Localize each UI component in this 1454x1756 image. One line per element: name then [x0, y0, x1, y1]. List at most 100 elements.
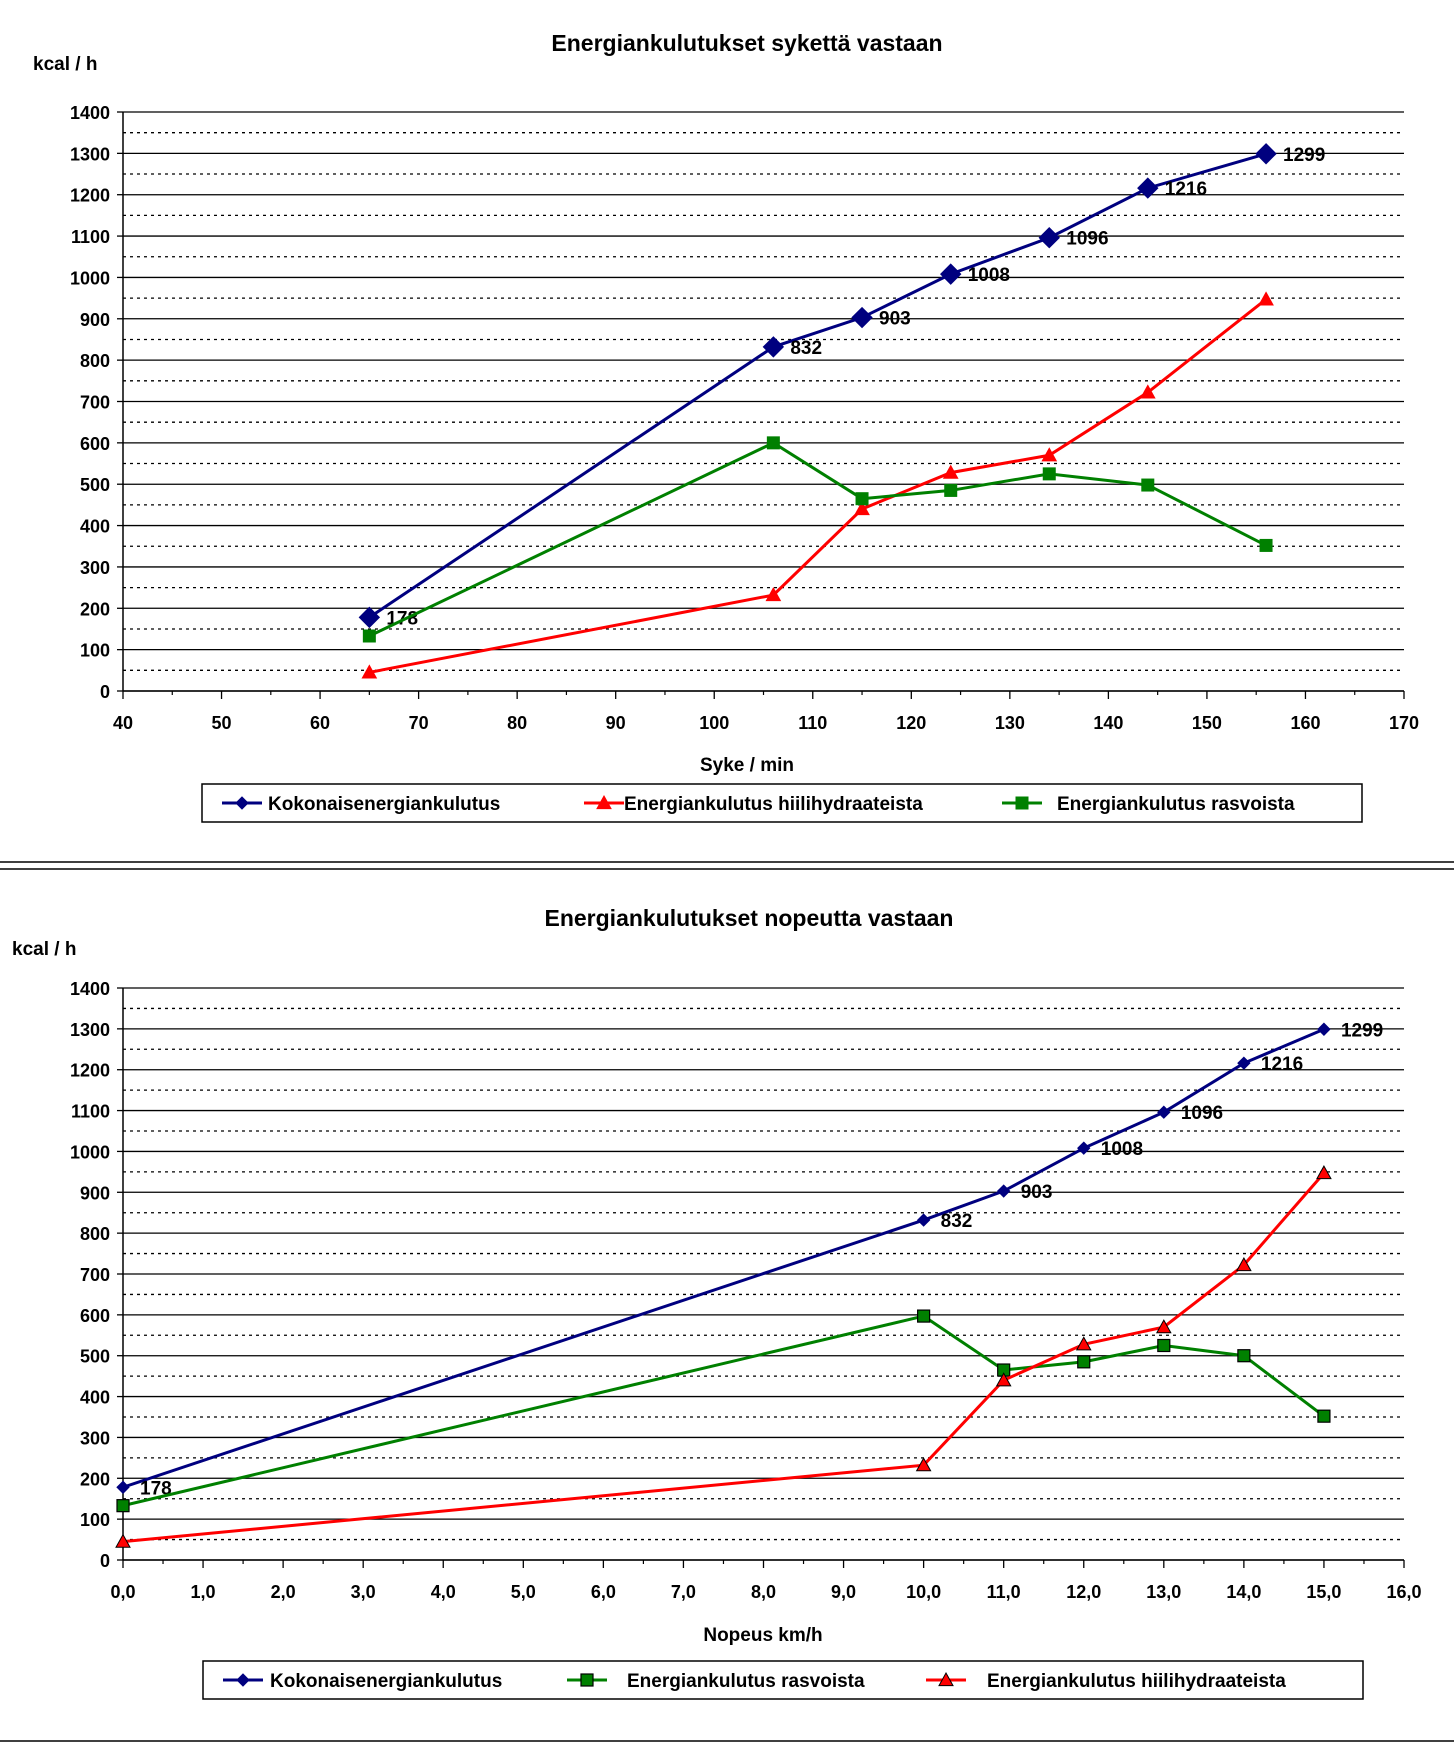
series-fat: [116, 1309, 1331, 1513]
data-label: 1299: [1283, 145, 1325, 166]
data-point: [1317, 1022, 1331, 1036]
data-point: [917, 1309, 931, 1323]
y-tick-label: 1400: [70, 979, 110, 999]
x-tick-label: 15,0: [1306, 1582, 1341, 1602]
chart-speed: Energiankulutukset nopeutta vastaan kcal…: [12, 905, 1422, 1700]
y-tick-label: 300: [80, 1428, 110, 1448]
x-tick-label: 40: [113, 713, 133, 733]
legend-label: Energiankulutus rasvoista: [1057, 794, 1295, 815]
x-tick-label: 7,0: [671, 1582, 696, 1602]
chart-heart-rate: Energiankulutukset sykettä vastaan kcal …: [33, 30, 1419, 823]
data-point: [362, 629, 376, 643]
data-point: [1157, 1105, 1171, 1119]
data-point: [854, 500, 870, 516]
y-tick-label: 1300: [70, 144, 110, 164]
data-point: [1077, 1355, 1091, 1369]
data-label: 1216: [1261, 1054, 1303, 1075]
y-tick-label: 1000: [70, 268, 110, 288]
data-label: 832: [790, 338, 822, 359]
y-tick-label: 600: [80, 1306, 110, 1326]
y-tick-label: 1300: [70, 1020, 110, 1040]
y-tick-label: 1100: [71, 227, 110, 247]
y-tick-label: 700: [80, 1265, 110, 1285]
data-point: [1077, 1141, 1091, 1155]
x-tick-label: 12,0: [1066, 1582, 1101, 1602]
x-tick-label: 6,0: [591, 1582, 616, 1602]
x-tick-label: 10,0: [906, 1582, 941, 1602]
legend-label: Energiankulutus rasvoista: [627, 1671, 865, 1692]
x-tick-label: 140: [1093, 713, 1123, 733]
data-label: 903: [1021, 1182, 1053, 1203]
series-fat: [362, 436, 1273, 643]
y-tick-label: 100: [80, 641, 110, 661]
section-separator: [0, 861, 1454, 1742]
legend-item: Energiankulutus hiilihydraateista: [926, 1671, 1286, 1692]
data-point: [762, 336, 785, 358]
y-tick-label: 500: [80, 1347, 110, 1367]
series-line: [122, 1027, 1325, 1489]
legend-marker: [580, 1673, 594, 1687]
y-tick-label: 200: [80, 599, 110, 619]
y-tick-label: 1100: [71, 1102, 110, 1122]
data-point: [996, 1184, 1011, 1198]
legend-marker: [235, 796, 249, 810]
data-point: [1141, 478, 1155, 492]
y-tick-label: 200: [80, 1469, 110, 1489]
x-tick-label: 150: [1192, 713, 1222, 733]
data-point: [1237, 1349, 1251, 1363]
series-line: [368, 152, 1267, 619]
data-point: [1038, 227, 1060, 249]
legend-label: Energiankulutus hiilihydraateista: [987, 1671, 1286, 1692]
data-point: [1236, 1256, 1252, 1272]
data-point: [940, 263, 962, 285]
data-point: [361, 664, 378, 679]
data-point: [1259, 538, 1273, 552]
x-axis-label: Syke / min: [700, 755, 794, 776]
series-line: [368, 441, 1267, 638]
x-tick-label: 90: [606, 713, 626, 733]
legend-item: Energiankulutus rasvoista: [1002, 794, 1295, 815]
x-tick-label: 4,0: [431, 1582, 456, 1602]
x-tick-label: 5,0: [511, 1582, 536, 1602]
y-tick-label: 0: [100, 1551, 110, 1571]
data-point: [358, 606, 381, 629]
x-tick-label: 70: [409, 713, 429, 733]
data-point: [1139, 384, 1156, 399]
series-carb: [115, 1165, 1332, 1548]
y-tick-label: 900: [80, 1183, 110, 1203]
data-point: [766, 436, 780, 450]
x-tick-label: 13,0: [1146, 1582, 1181, 1602]
data-label: 903: [879, 309, 911, 330]
x-tick-label: 130: [995, 713, 1025, 733]
x-tick-label: 0,0: [110, 1582, 135, 1602]
data-point: [1042, 467, 1056, 481]
y-tick-label: 400: [80, 1388, 110, 1408]
data-point: [116, 1499, 130, 1513]
legend-marker: [596, 794, 612, 810]
y-tick-label: 800: [80, 1224, 110, 1244]
data-point: [915, 1457, 932, 1472]
data-label: 1008: [1101, 1139, 1143, 1160]
x-tick-label: 50: [212, 713, 232, 733]
data-point: [1041, 447, 1058, 462]
x-tick-label: 3,0: [351, 1582, 376, 1602]
data-point: [1255, 143, 1277, 165]
data-point: [916, 1213, 931, 1227]
data-point: [944, 483, 958, 497]
chart-title: Energiankulutukset sykettä vastaan: [551, 30, 942, 56]
data-point: [1237, 1056, 1251, 1070]
data-point: [1258, 291, 1274, 306]
legend-item: Energiankulutus rasvoista: [567, 1671, 865, 1692]
data-point: [1316, 1165, 1332, 1180]
data-label: 1008: [968, 265, 1010, 286]
x-tick-label: 14,0: [1226, 1582, 1261, 1602]
data-point: [851, 306, 873, 329]
y-tick-label: 1200: [70, 186, 110, 206]
data-label: 1216: [1165, 179, 1207, 200]
y-tick-label: 0: [100, 682, 110, 702]
y-tick-label: 800: [80, 351, 110, 371]
data-label: 178: [140, 1478, 172, 1499]
y-axis-label: kcal / h: [33, 54, 97, 75]
